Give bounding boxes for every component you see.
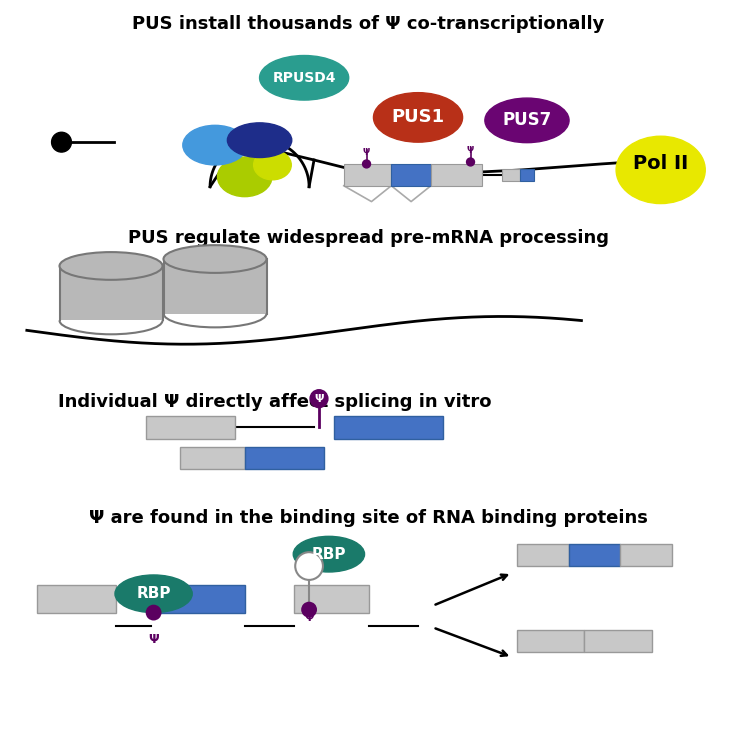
Bar: [60, 266, 163, 320]
Bar: [36, 585, 116, 612]
Circle shape: [295, 552, 323, 580]
Text: Ψ are found in the binding site of RNA binding proteins: Ψ are found in the binding site of RNA b…: [89, 509, 648, 526]
Ellipse shape: [227, 123, 292, 158]
Text: PUS1: PUS1: [391, 109, 445, 126]
Ellipse shape: [182, 126, 247, 165]
Circle shape: [466, 158, 475, 166]
Bar: [431, 164, 483, 185]
Circle shape: [363, 160, 371, 168]
Circle shape: [52, 132, 72, 152]
Text: Ψ: Ψ: [467, 146, 474, 155]
Ellipse shape: [253, 150, 291, 180]
Text: PUS install thousands of Ψ co-transcriptionally: PUS install thousands of Ψ co-transcript…: [132, 15, 604, 34]
Text: Pol II: Pol II: [633, 155, 688, 174]
Bar: [502, 169, 520, 181]
Ellipse shape: [218, 157, 272, 196]
Bar: [391, 164, 431, 185]
Bar: [585, 631, 652, 652]
Text: Ψ: Ψ: [314, 393, 323, 404]
Bar: [344, 164, 391, 185]
Text: PUS7: PUS7: [502, 112, 552, 129]
Bar: [569, 545, 620, 566]
Ellipse shape: [616, 137, 705, 204]
Text: Ψ: Ψ: [148, 634, 159, 646]
Ellipse shape: [60, 252, 163, 280]
Circle shape: [301, 602, 317, 618]
Ellipse shape: [260, 55, 349, 100]
Bar: [517, 631, 585, 652]
Bar: [245, 447, 324, 469]
Bar: [520, 169, 534, 181]
Circle shape: [310, 390, 328, 407]
Ellipse shape: [164, 245, 266, 273]
Text: PUS regulate widespread pre-mRNA processing: PUS regulate widespread pre-mRNA process…: [128, 229, 609, 247]
Bar: [146, 415, 235, 439]
Ellipse shape: [374, 93, 463, 142]
Bar: [517, 545, 569, 566]
Text: RPUSD4: RPUSD4: [272, 71, 336, 85]
Text: RBP: RBP: [312, 547, 346, 561]
Ellipse shape: [293, 537, 364, 572]
Bar: [294, 585, 369, 612]
Bar: [150, 585, 245, 612]
Ellipse shape: [485, 98, 569, 142]
Bar: [620, 545, 672, 566]
Bar: [180, 447, 245, 469]
Text: Ψ: Ψ: [363, 148, 370, 157]
Circle shape: [146, 604, 161, 620]
Text: Individual Ψ directly affect splicing in vitro: Individual Ψ directly affect splicing in…: [58, 393, 491, 411]
Ellipse shape: [115, 575, 192, 612]
Text: Ψ: Ψ: [304, 612, 314, 623]
Text: RBP: RBP: [137, 586, 171, 602]
Bar: [164, 259, 266, 313]
Bar: [334, 415, 443, 439]
